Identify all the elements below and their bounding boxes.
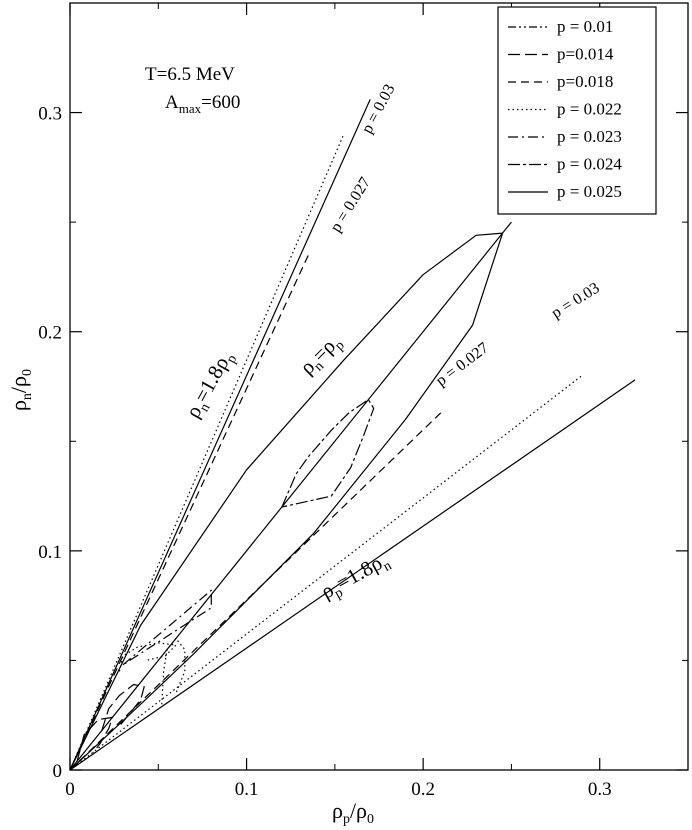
series-line-10 xyxy=(76,716,113,762)
series-line-0 xyxy=(69,99,371,771)
series-line-12 xyxy=(161,637,186,705)
y-axis-title: ρn/ρ0 xyxy=(6,369,35,411)
legend-label-5: p = 0.024 xyxy=(557,155,622,174)
x-tick-label: 0.3 xyxy=(588,779,612,800)
legend-label-3: p = 0.022 xyxy=(557,100,622,119)
legend-label-0: p = 0.01 xyxy=(557,17,613,36)
x-tick-label: 0.1 xyxy=(235,779,259,800)
series-line-9 xyxy=(281,399,375,508)
x-tick-label: 0 xyxy=(65,779,75,800)
axes: 0 0.1 0.2 0.3 0 0.1 0.2 0.3 xyxy=(38,2,689,800)
annotation-temperature: T=6.5 MeV xyxy=(145,64,235,85)
axis-titles: ρp/ρ0 ρn/ρ0 xyxy=(6,369,374,827)
y-tick-label: 0.3 xyxy=(38,104,62,125)
legend: p = 0.01 p=0.014 p=0.018 p = 0.022 p = 0.023… xyxy=(497,6,657,215)
legend-label-4: p = 0.023 xyxy=(557,127,622,146)
series-line-11 xyxy=(101,683,145,731)
series-line-4 xyxy=(69,134,345,771)
legend-label-6: p = 0.025 xyxy=(557,182,622,201)
series-line-2 xyxy=(69,221,512,771)
line-label-4: ρn=1.8ρp xyxy=(181,346,241,423)
series-line-8 xyxy=(122,589,212,666)
annotation-amax: Amax=600 xyxy=(165,92,240,116)
series-line-6 xyxy=(69,254,309,771)
y-tick-label: 0.1 xyxy=(38,542,62,563)
legend-label-1: p=0.014 xyxy=(557,45,614,64)
series-line-13 xyxy=(118,642,177,672)
series-line-3 xyxy=(69,232,504,771)
y-tick-label: 0 xyxy=(53,761,63,782)
series-line-1 xyxy=(69,379,636,771)
legend-box xyxy=(497,6,657,215)
y-tick-label: 0.2 xyxy=(38,323,62,344)
plot-lines xyxy=(69,99,636,771)
x-tick-label: 0.2 xyxy=(411,779,435,800)
annotation: T=6.5 MeV Amax=600 xyxy=(145,64,240,116)
plot-frame xyxy=(69,2,689,771)
x-axis-title: ρp/ρ0 xyxy=(332,798,374,827)
legend-label-2: p=0.018 xyxy=(557,72,613,91)
